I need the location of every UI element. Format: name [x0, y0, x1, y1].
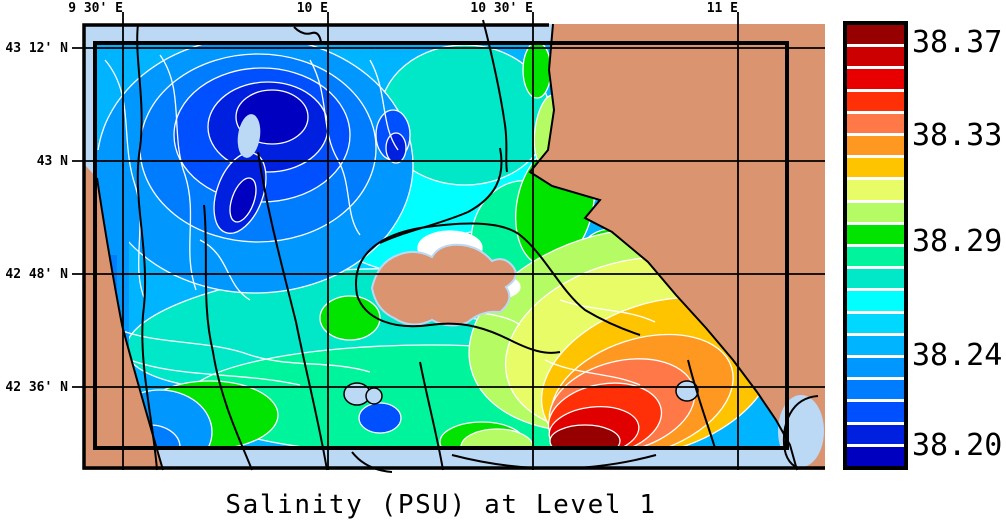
colorbar-segment-18: [847, 424, 904, 444]
lon-tick-label-1: 10 E: [296, 1, 328, 16]
colorbar-segment-10: [847, 247, 904, 267]
colorbar-segment-12: [847, 291, 904, 311]
colorbar-segment-14: [847, 335, 904, 356]
colorbar-segment-7: [847, 180, 904, 200]
colorbar-segment-3: [847, 91, 904, 111]
lat-tick-label-3: 42 36' N: [5, 380, 68, 395]
lat-tick-label-2: 42 48' N: [5, 267, 68, 282]
contour-lines: [104, 54, 656, 386]
colorbar-segment-1: [847, 47, 904, 67]
colorbar-value-0: 38.37: [912, 25, 1003, 60]
mainland-land: [530, 24, 825, 470]
colorbar-segment-17: [847, 402, 904, 422]
colorbar-segment-11: [847, 269, 904, 289]
colorbar-segment-2: [847, 69, 904, 89]
corsica-land: [83, 163, 163, 470]
plot-title: Salinity (PSU) at Level 1: [225, 490, 657, 520]
grid-lines: [72, 12, 825, 470]
colorbar-value-4: 38.20: [912, 428, 1003, 463]
outer-frame: [82, 23, 825, 470]
coastlines: [96, 19, 819, 473]
colorbar-value-3: 38.24: [912, 338, 1003, 373]
colorbar-segment-9: [847, 224, 904, 245]
elba-island-land: [370, 243, 517, 327]
lon-tick-label-3: 11 E: [706, 1, 738, 16]
colorbar-segment-5: [847, 136, 904, 156]
colorbar-value-2: 38.29: [912, 224, 1003, 259]
lat-tick-label-0: 43 12' N: [5, 41, 68, 56]
colorbar: [843, 21, 908, 470]
colorbar-segment-13: [847, 313, 904, 333]
small-islands: [237, 114, 699, 406]
colorbar-value-1: 38.33: [912, 118, 1003, 153]
inner-domain-box: [93, 41, 789, 450]
lon-tick-label-0: 9 30' E: [68, 1, 123, 16]
lat-tick-label-1: 43 N: [36, 154, 68, 169]
land-masses: [83, 24, 825, 470]
colorbar-segment-19: [847, 446, 904, 467]
colorbar-segment-6: [847, 158, 904, 178]
colorbar-segment-4: [847, 113, 904, 134]
colorbar-segment-16: [847, 380, 904, 400]
colorbar-segment-15: [847, 358, 904, 378]
colorbar-segment-0: [847, 25, 904, 45]
lon-tick-label-2: 10 30' E: [470, 1, 533, 16]
colorbar-segment-8: [847, 202, 904, 222]
